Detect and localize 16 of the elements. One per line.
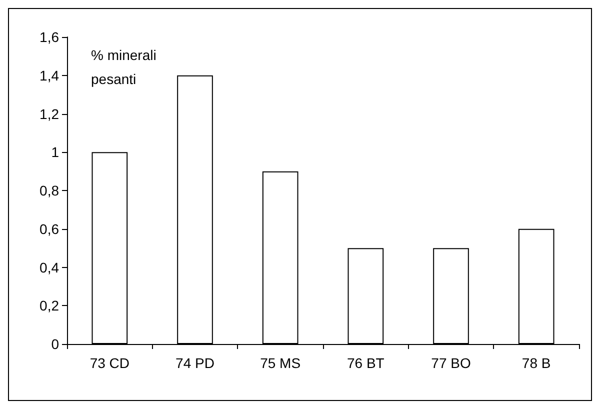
y-tick-label: 0,6 — [40, 220, 60, 237]
y-tick-label: 0,8 — [40, 182, 60, 198]
y-tick-label: 1,6 — [40, 29, 60, 45]
x-tick-label: 76 BT — [346, 355, 385, 371]
x-tick-label: 73 CD — [90, 355, 130, 371]
y-tick-label: 0 — [51, 336, 60, 352]
y-tick-label: 0,2 — [40, 298, 60, 314]
y-tick-label: 0,4 — [40, 259, 60, 276]
x-tick-label: 75 MS — [260, 355, 301, 371]
y-tick-label: 1,4 — [40, 67, 60, 84]
x-tick-label: 74 PD — [176, 355, 214, 371]
y-axis-title: % minerali pesanti — [91, 47, 160, 87]
y-tick-label: 1,2 — [40, 106, 60, 122]
x-tick-label: 77 BO — [431, 355, 471, 371]
x-tick-label: 78 B — [522, 355, 551, 371]
y-tick-label: 1 — [51, 144, 60, 160]
